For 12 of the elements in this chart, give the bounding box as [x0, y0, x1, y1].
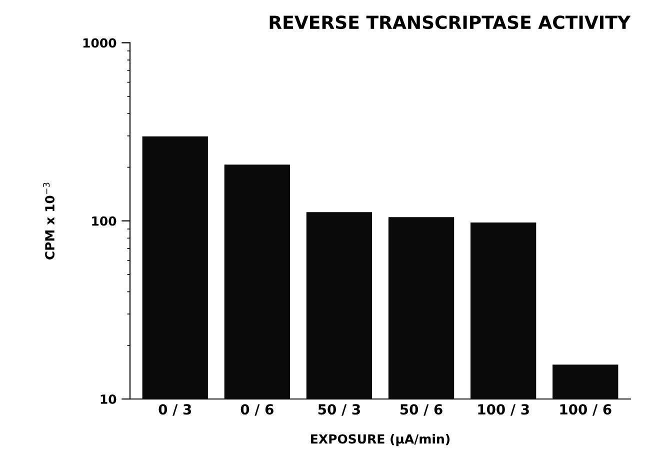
y-axis-title: CPM x 10$^{−3}$: [43, 182, 54, 260]
x-tick-label: 50 / 3: [318, 404, 360, 416]
y-tick-label: 100: [92, 216, 116, 226]
x-axis-title: EXPOSURE (µA/min): [311, 434, 450, 446]
y-tick-label: 10: [100, 394, 116, 404]
x-tick-label: 100 / 6: [560, 404, 612, 416]
x-tick-label: 100 / 3: [478, 404, 529, 416]
x-tick-label: 0 / 3: [158, 404, 192, 416]
x-tick-label: 50 / 6: [400, 404, 442, 416]
y-tick-label: 1000: [83, 38, 116, 48]
chart-title: REVERSE TRANSCRIPTASE ACTIVITY: [270, 15, 631, 30]
x-tick-label: 0 / 6: [240, 404, 274, 416]
